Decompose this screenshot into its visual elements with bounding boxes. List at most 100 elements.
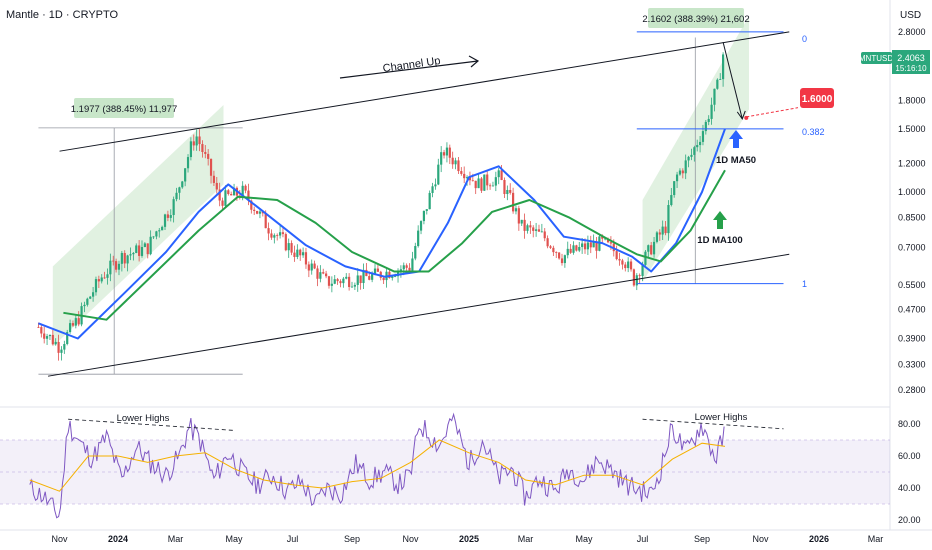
candle-body xyxy=(460,171,463,174)
channel-upper-line xyxy=(59,31,790,152)
candle-body xyxy=(57,341,60,353)
ma100-label: 1D MA100 xyxy=(697,235,742,246)
candle-body xyxy=(247,190,250,201)
candle-body xyxy=(707,118,710,122)
candle-body xyxy=(304,252,308,265)
countdown-label: 15:16:10 xyxy=(895,64,927,73)
candle-body xyxy=(411,258,414,271)
candle-body xyxy=(422,210,426,222)
price-axis-tick: 1.5000 xyxy=(898,124,926,134)
candle-body xyxy=(161,226,164,231)
candle-body xyxy=(621,260,624,265)
candle-body xyxy=(445,147,449,156)
target-dot xyxy=(744,115,749,120)
candle-body xyxy=(457,160,460,172)
candle-body xyxy=(698,141,702,146)
candle-body xyxy=(537,229,541,232)
candle-body xyxy=(175,192,178,200)
candle-body xyxy=(402,265,405,270)
candle-body xyxy=(575,245,578,251)
candle-body xyxy=(192,141,195,146)
candle-body xyxy=(123,252,126,264)
candle-body xyxy=(86,298,89,305)
symbol-tag xyxy=(861,52,892,64)
candle-body xyxy=(230,194,233,196)
candle-body xyxy=(132,252,135,255)
candle-body xyxy=(589,242,592,248)
time-axis-tick: Nov xyxy=(52,534,69,544)
candle-body xyxy=(670,195,673,206)
candle-body xyxy=(106,274,109,278)
candle-body xyxy=(365,269,368,277)
candle-body xyxy=(675,174,679,182)
candle-body xyxy=(273,235,276,238)
candle-body xyxy=(491,185,495,187)
price-axis-tick: 2.8000 xyxy=(898,27,926,37)
rsi-axis-tick: 20.00 xyxy=(898,515,921,525)
ma50-arrow-icon xyxy=(729,130,743,148)
candle-body xyxy=(371,274,374,280)
candle-body xyxy=(60,349,63,353)
fib-0382-label: 0.382 xyxy=(802,127,825,137)
candle-body xyxy=(221,200,224,206)
candle-body xyxy=(301,252,305,256)
fib-0-label: 0 xyxy=(802,34,807,44)
candle-body xyxy=(207,153,210,159)
candle-body xyxy=(442,152,446,156)
candle-body xyxy=(348,276,351,287)
candle-body xyxy=(624,264,627,269)
candle-body xyxy=(345,276,348,279)
rally-2024-box xyxy=(74,98,174,118)
price-axis-tick: 0.8500 xyxy=(898,212,926,222)
target-label: 1.6000 xyxy=(802,94,833,105)
rsi-lower-highs-line-2 xyxy=(642,418,784,430)
candle-body xyxy=(595,241,598,251)
price-axis-tick: 1.8000 xyxy=(898,96,926,106)
candle-body xyxy=(601,236,604,239)
target-badge xyxy=(800,88,834,108)
time-axis-tick: Mar xyxy=(518,534,534,544)
candle-body xyxy=(650,245,653,255)
candle-body xyxy=(138,245,141,256)
candle-body xyxy=(43,333,46,339)
candle-body xyxy=(684,160,687,174)
candle-body xyxy=(362,269,365,284)
candle-body xyxy=(89,296,92,299)
candle-body xyxy=(115,261,118,270)
candle-body xyxy=(330,283,333,286)
candle-body xyxy=(112,260,115,262)
candle-body xyxy=(356,275,359,285)
candle-body xyxy=(353,284,356,287)
candle-body xyxy=(641,264,644,276)
candle-body xyxy=(278,232,282,236)
candle-body xyxy=(342,278,345,284)
candle-body xyxy=(198,136,201,145)
rally-2024-label: 1.1977 (388.45%) 11,977 xyxy=(71,104,178,115)
candle-body xyxy=(376,268,379,272)
candle-body xyxy=(184,168,187,182)
candle-body xyxy=(313,263,316,269)
candle-body xyxy=(511,192,515,212)
candle-body xyxy=(506,189,509,195)
candle-body xyxy=(186,157,190,169)
candle-body xyxy=(103,277,106,279)
candle-body xyxy=(500,170,503,181)
candle-body xyxy=(135,245,138,253)
candle-body xyxy=(189,141,193,158)
candle-body xyxy=(465,177,469,179)
candle-body xyxy=(713,88,716,105)
rsi-axis-tick: 40.00 xyxy=(898,483,921,493)
candle-body xyxy=(63,344,66,350)
candle-body xyxy=(264,213,267,229)
rsi-lower-highs-label-1: Lower Highs xyxy=(117,413,170,424)
candle-body xyxy=(517,208,520,224)
candle-body xyxy=(195,136,198,146)
candle-body xyxy=(45,336,49,339)
rally-2025-box xyxy=(648,8,744,28)
candle-body xyxy=(635,275,638,286)
candle-body xyxy=(201,144,204,153)
candle-body xyxy=(569,248,572,253)
candle-body xyxy=(368,276,371,280)
candle-body xyxy=(494,177,497,186)
